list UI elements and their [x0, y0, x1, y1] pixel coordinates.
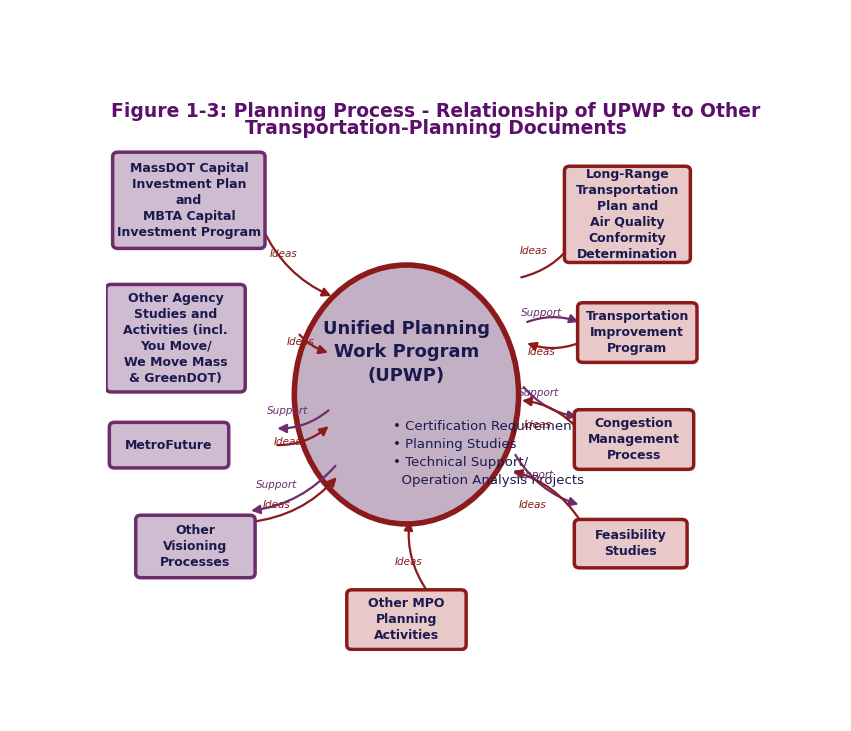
Text: MetroFuture: MetroFuture — [125, 439, 213, 452]
Text: Ideas: Ideas — [395, 557, 422, 567]
FancyBboxPatch shape — [564, 166, 690, 262]
Text: Ideas: Ideas — [274, 437, 301, 447]
Text: Support: Support — [517, 388, 559, 398]
FancyBboxPatch shape — [135, 515, 255, 577]
Text: Ideas: Ideas — [263, 501, 290, 510]
Text: Ideas: Ideas — [520, 246, 548, 256]
Text: Ideas: Ideas — [269, 249, 297, 259]
Text: MassDOT Capital
Investment Plan
and
MBTA Capital
Investment Program: MassDOT Capital Investment Plan and MBTA… — [117, 162, 261, 239]
Ellipse shape — [294, 265, 518, 524]
Text: Transportation
Improvement
Program: Transportation Improvement Program — [585, 310, 689, 355]
FancyBboxPatch shape — [109, 423, 229, 468]
FancyBboxPatch shape — [106, 284, 245, 392]
FancyBboxPatch shape — [574, 409, 694, 469]
Text: Unified Planning
Work Program
(UPWP): Unified Planning Work Program (UPWP) — [323, 319, 490, 385]
FancyBboxPatch shape — [574, 520, 687, 568]
Text: Support: Support — [267, 406, 308, 417]
Text: Ideas: Ideas — [524, 420, 551, 431]
Text: Ideas: Ideas — [287, 337, 315, 347]
Text: • Certification Requirements
• Planning Studies
• Technical Support/
  Operation: • Certification Requirements • Planning … — [393, 420, 585, 487]
Text: Transportation-Planning Documents: Transportation-Planning Documents — [245, 118, 627, 137]
Text: Support: Support — [256, 480, 297, 490]
Text: Ideas: Ideas — [518, 501, 546, 510]
Text: Congestion
Management
Process: Congestion Management Process — [588, 417, 680, 462]
Text: Other MPO
Planning
Activities: Other MPO Planning Activities — [368, 597, 445, 642]
Text: Support: Support — [521, 308, 563, 318]
FancyBboxPatch shape — [112, 152, 265, 249]
FancyBboxPatch shape — [346, 590, 466, 649]
Text: Feasibility
Studies: Feasibility Studies — [595, 529, 666, 558]
Text: Support: Support — [513, 470, 554, 480]
Text: Long-Range
Transportation
Plan and
Air Quality
Conformity
Determination: Long-Range Transportation Plan and Air Q… — [576, 168, 679, 261]
Text: Other
Visioning
Processes: Other Visioning Processes — [160, 524, 231, 569]
Text: Other Agency
Studies and
Activities (incl.
You Move/
We Move Mass
& GreenDOT): Other Agency Studies and Activities (inc… — [123, 292, 228, 385]
FancyBboxPatch shape — [578, 303, 697, 363]
Text: Figure 1-3: Planning Process - Relationship of UPWP to Other: Figure 1-3: Planning Process - Relations… — [111, 102, 761, 121]
Text: Ideas: Ideas — [528, 347, 556, 357]
